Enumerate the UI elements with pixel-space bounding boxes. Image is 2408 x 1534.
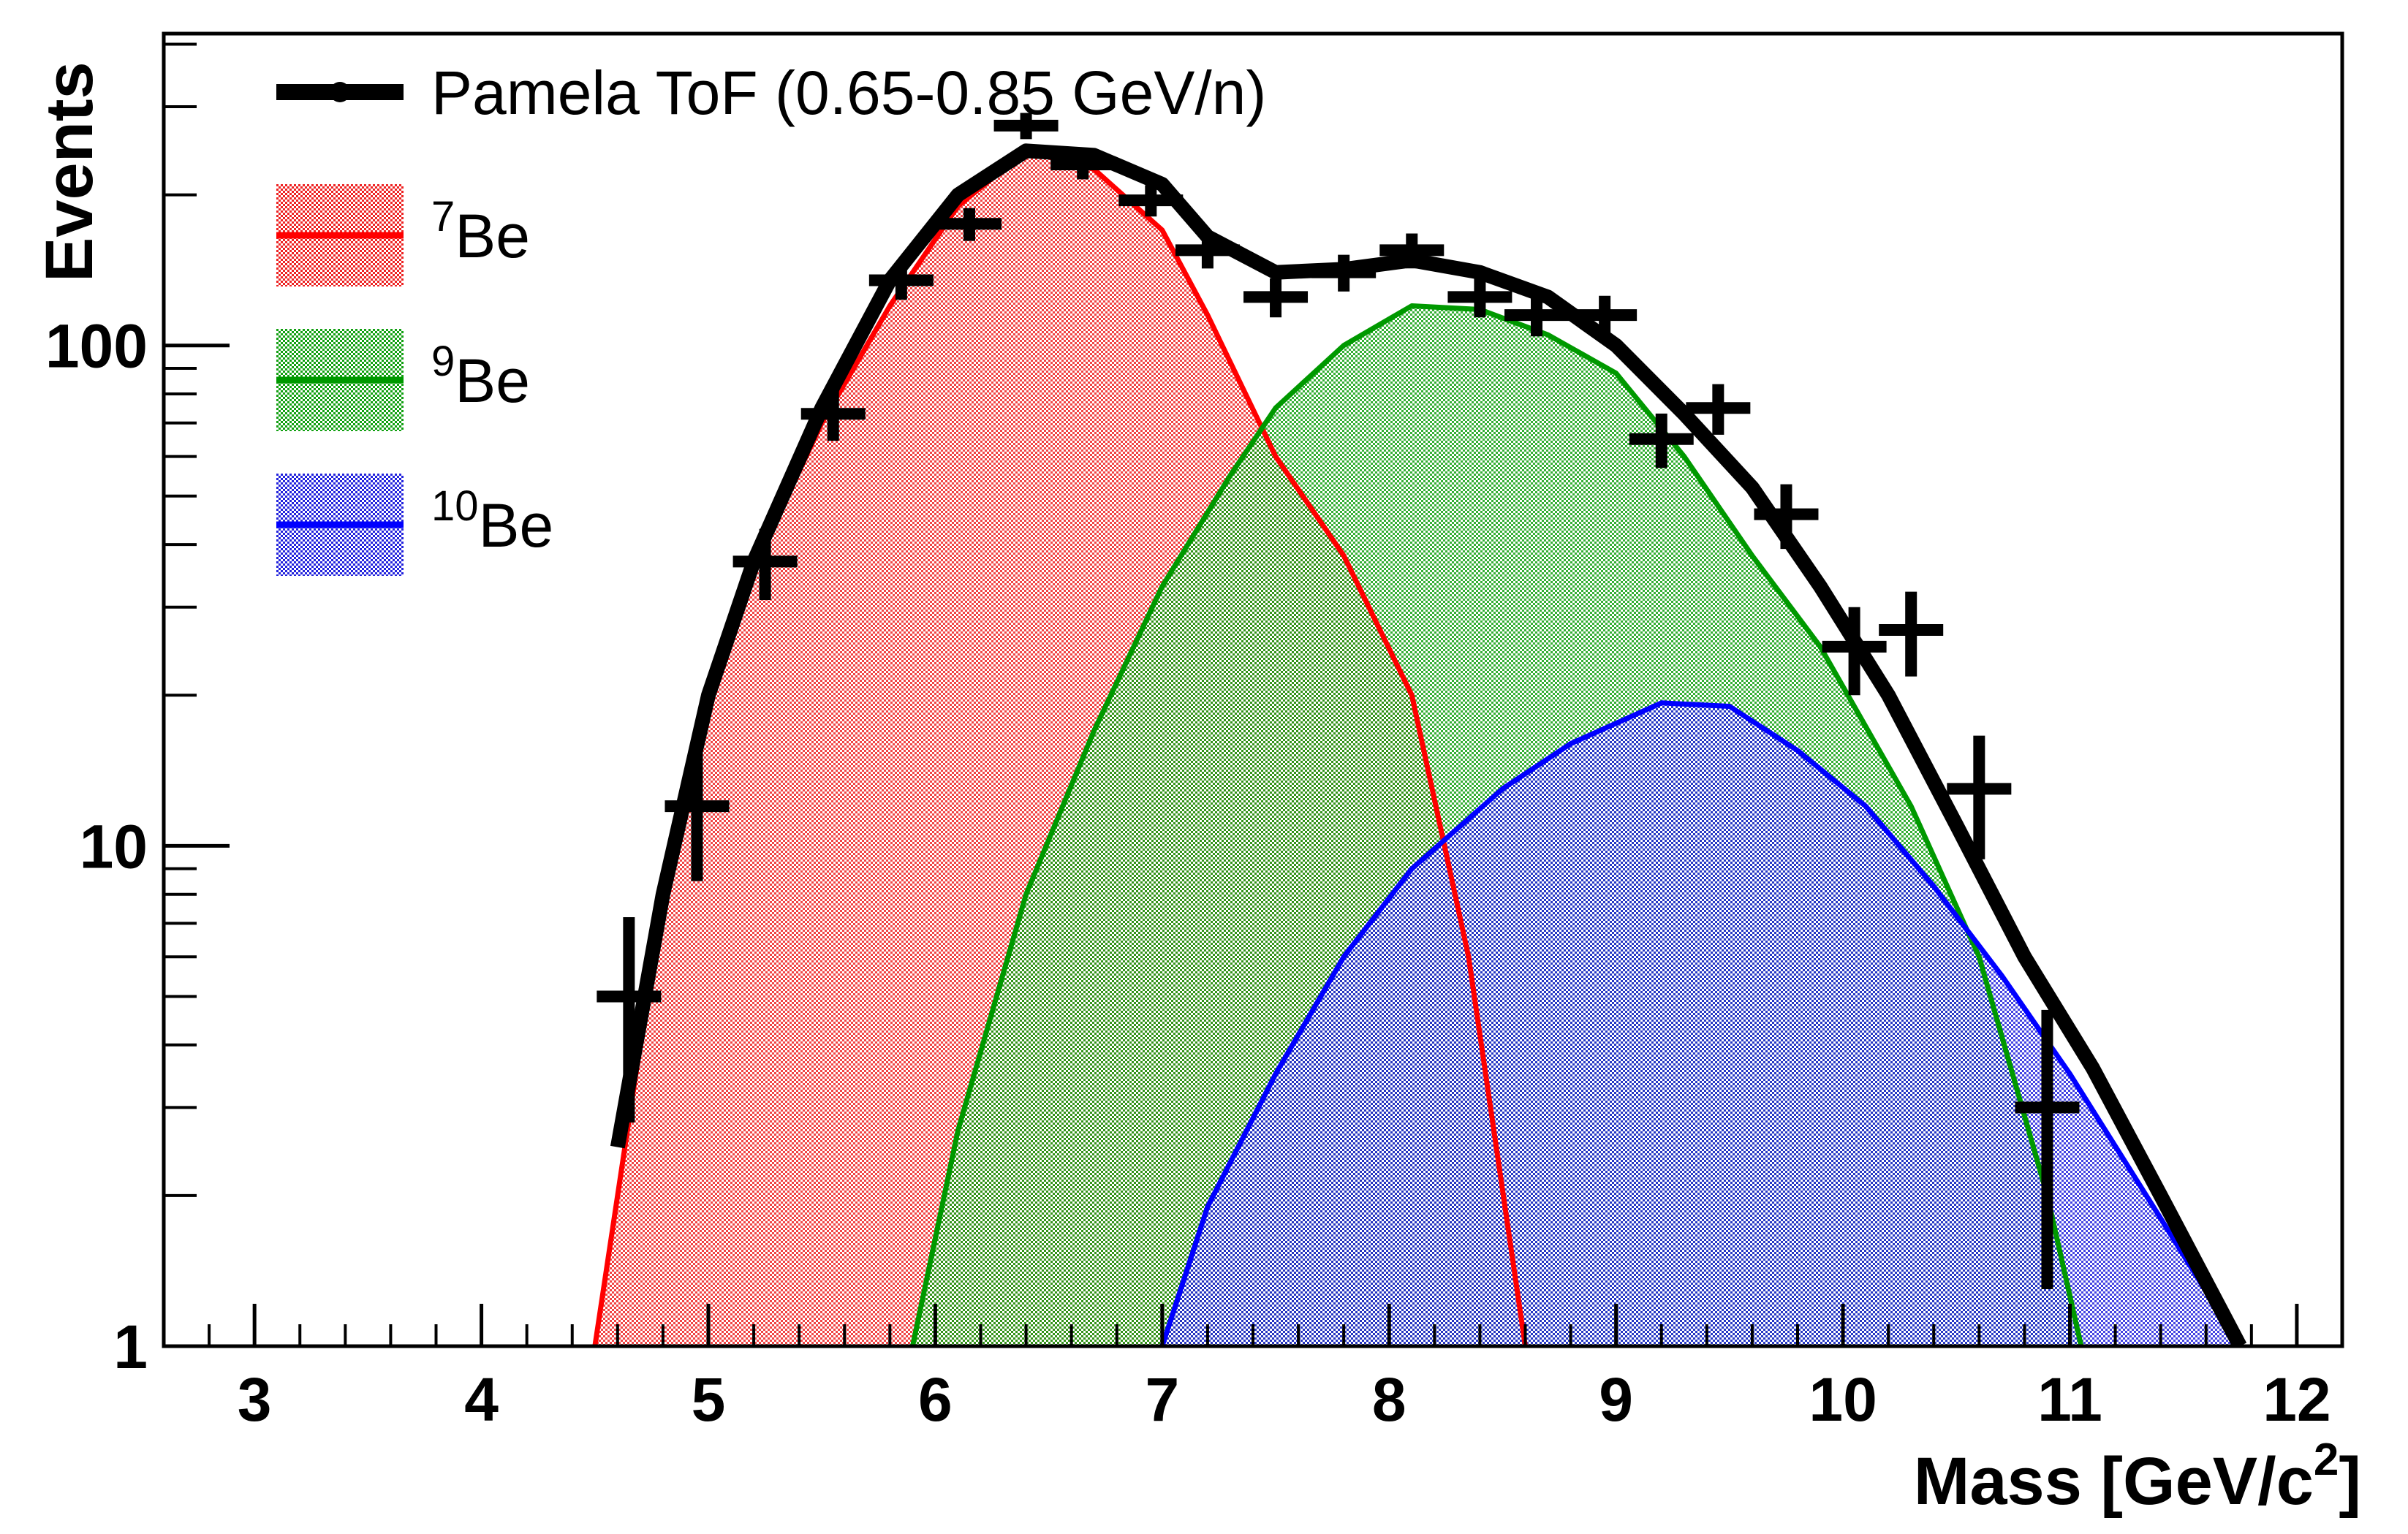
y-tick-label: 1 xyxy=(113,1313,148,1381)
data-point xyxy=(1243,278,1309,318)
data-point xyxy=(1379,233,1445,269)
legend-label-base: Be xyxy=(455,346,530,415)
data-point xyxy=(665,751,730,881)
legend-label-sup: 7 xyxy=(431,193,455,240)
x-tick-label: 4 xyxy=(464,1365,499,1434)
legend-entry: Pamela ToF (0.65-0.85 GeV/n) xyxy=(276,58,1266,127)
x-axis: 3 4 5 6 7 8 9 10 11 12 xyxy=(162,1304,2344,1434)
data-point xyxy=(1118,185,1184,217)
data-point xyxy=(597,917,662,1123)
x-axis-title-sup: 2 xyxy=(2314,1435,2339,1485)
data-point xyxy=(800,390,866,441)
data-point xyxy=(1686,384,1751,435)
x-axis-title-main: Mass [GeV/c xyxy=(1914,1444,2314,1519)
fit-component-fills xyxy=(594,151,2241,1346)
data-point xyxy=(1947,735,2012,859)
data-point xyxy=(1050,151,1116,180)
data-point xyxy=(993,113,1059,140)
data-point xyxy=(1879,591,1944,677)
legend-entry: 7Be xyxy=(276,184,530,286)
x-tick-label: 6 xyxy=(918,1365,953,1434)
legend-label-sup: 9 xyxy=(431,338,455,385)
data-point xyxy=(1822,607,1887,696)
data-point xyxy=(2015,1009,2080,1289)
legend-label-sup: 10 xyxy=(431,482,479,530)
y-axis: 1 10 100 xyxy=(45,42,230,1381)
y-tick-label: 10 xyxy=(80,812,148,881)
legend-entry: 10Be xyxy=(276,474,553,576)
legend-label-base: Be xyxy=(479,491,554,560)
x-tick-label: 8 xyxy=(1372,1365,1406,1434)
x-tick-label: 12 xyxy=(2263,1365,2331,1434)
legend-label: 10Be xyxy=(431,482,553,560)
data-points xyxy=(597,113,2080,1289)
legend-label: 9Be xyxy=(431,338,530,415)
legend-label-base: Be xyxy=(455,202,530,270)
x-tick-label: 9 xyxy=(1599,1365,1633,1434)
data-point xyxy=(1754,484,1819,550)
legend-label: 7Be xyxy=(431,193,530,270)
x-tick-label: 3 xyxy=(238,1365,272,1434)
y-axis-title: Events xyxy=(32,61,107,282)
data-point xyxy=(1629,413,1694,468)
y-tick-label: 100 xyxy=(45,312,148,381)
data-point xyxy=(1175,233,1240,269)
data-point xyxy=(1572,295,1637,337)
data-point xyxy=(1447,278,1512,318)
data-point xyxy=(732,528,798,600)
x-tick-label: 11 xyxy=(2037,1365,2102,1434)
x-axis-title: Mass [GeV/c2] xyxy=(1914,1435,2361,1519)
legend-entry: 9Be xyxy=(276,329,530,431)
data-point xyxy=(936,208,1002,241)
fill-10be xyxy=(1162,702,2241,1346)
data-point xyxy=(868,262,934,300)
x-tick-label: 10 xyxy=(1809,1365,1877,1434)
x-axis-title-end: ] xyxy=(2339,1444,2361,1519)
curve-total-fit xyxy=(610,143,2247,1346)
data-point xyxy=(1504,295,1570,337)
x-tick-label: 5 xyxy=(692,1365,726,1434)
data-point xyxy=(1311,254,1377,292)
legend-label: Pamela ToF (0.65-0.85 GeV/n) xyxy=(431,58,1266,127)
legend-marker xyxy=(330,82,350,102)
curve-10be xyxy=(1159,700,2243,1346)
x-tick-label: 7 xyxy=(1145,1365,1179,1434)
